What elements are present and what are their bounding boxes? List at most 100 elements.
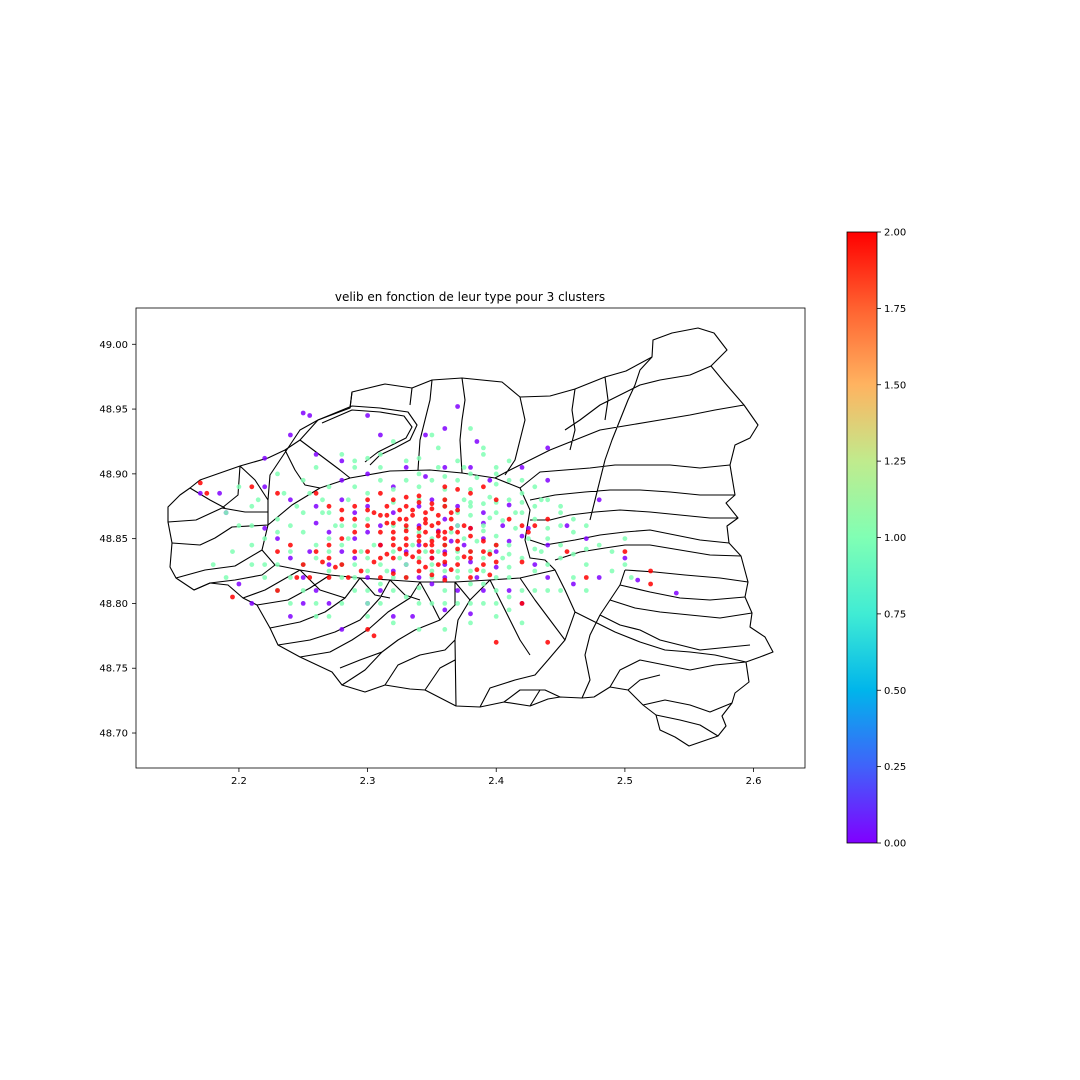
scatter-point-cluster-1 <box>468 487 473 492</box>
scatter-point-cluster-1 <box>468 471 473 477</box>
scatter-point-cluster-2 <box>455 529 460 535</box>
scatter-point-cluster-0 <box>461 542 467 548</box>
scatter-point-cluster-2 <box>403 503 409 509</box>
scatter-point-cluster-0 <box>545 477 551 483</box>
scatter-point-cluster-1 <box>442 601 448 606</box>
scatter-point-cluster-2 <box>455 487 460 492</box>
scatter-point-cluster-1 <box>313 465 319 470</box>
scatter-point-cluster-1 <box>378 601 383 606</box>
scatter-point-cluster-0 <box>288 614 293 619</box>
scatter-point-cluster-1 <box>442 627 448 632</box>
scatter-point-cluster-1 <box>519 620 525 626</box>
scatter-point-cluster-1 <box>571 529 576 535</box>
scatter-point-cluster-1 <box>423 549 428 554</box>
scatter-point-cluster-1 <box>365 568 370 574</box>
scatter-point-cluster-1 <box>519 555 525 561</box>
scatter-point-cluster-1 <box>249 523 255 529</box>
scatter-point-cluster-1 <box>487 494 493 500</box>
scatter-point-cluster-1 <box>487 515 493 521</box>
scatter-point-cluster-2 <box>352 516 358 522</box>
scatter-point-cluster-0 <box>416 503 422 509</box>
scatter-point-cluster-2 <box>403 528 409 534</box>
scatter-point-cluster-2 <box>519 601 525 606</box>
scatter-point-cluster-2 <box>403 494 409 500</box>
scatter-point-cluster-0 <box>526 525 531 531</box>
scatter-point-cluster-1 <box>300 477 306 483</box>
scatter-point-cluster-2 <box>390 497 396 503</box>
scatter-point-cluster-1 <box>622 536 628 541</box>
scatter-point-cluster-2 <box>339 516 345 522</box>
scatter-points <box>197 404 679 645</box>
scatter-point-cluster-1 <box>519 588 525 593</box>
scatter-point-cluster-2 <box>371 559 377 565</box>
scatter-point-cluster-0 <box>423 474 428 479</box>
scatter-point-cluster-1 <box>358 549 364 554</box>
scatter-point-cluster-2 <box>519 559 525 565</box>
y-tick-label: 48.80 <box>99 599 128 610</box>
scatter-point-cluster-0 <box>300 601 306 606</box>
scatter-point-cluster-1 <box>506 607 512 613</box>
scatter-point-cluster-1 <box>223 510 229 516</box>
scatter-point-cluster-0 <box>365 471 370 477</box>
scatter-point-cluster-2 <box>481 538 486 544</box>
scatter-point-cluster-2 <box>461 554 467 560</box>
colorbar-tick-label: 1.75 <box>884 304 906 315</box>
scatter-point-cluster-1 <box>352 484 358 490</box>
scatter-point-cluster-1 <box>493 575 499 580</box>
scatter-point-cluster-2 <box>526 529 531 535</box>
colorbar-tick-label: 0.00 <box>884 839 906 850</box>
scatter-point-cluster-0 <box>455 404 460 409</box>
scatter-point-cluster-1 <box>403 458 409 464</box>
scatter-point-cluster-2 <box>390 529 396 535</box>
scatter-point-cluster-0 <box>300 410 306 416</box>
scatter-point-cluster-2 <box>378 575 383 580</box>
scatter-point-cluster-1 <box>519 500 525 505</box>
scatter-point-cluster-1 <box>468 568 473 574</box>
scatter-point-cluster-1 <box>532 503 538 509</box>
scatter-point-cluster-1 <box>262 536 268 541</box>
scatter-point-cluster-2 <box>442 551 448 557</box>
scatter-point-cluster-2 <box>403 523 409 529</box>
scatter-point-cluster-1 <box>326 614 332 619</box>
scatter-point-cluster-1 <box>493 533 499 539</box>
scatter-point-cluster-1 <box>455 523 460 529</box>
scatter-point-cluster-2 <box>648 581 653 587</box>
scatter-point-cluster-2 <box>397 546 403 552</box>
scatter-point-cluster-0 <box>635 577 641 583</box>
scatter-point-cluster-2 <box>423 520 428 526</box>
scatter-point-cluster-1 <box>236 484 242 490</box>
scatter-point-cluster-2 <box>390 555 396 561</box>
scatter-point-cluster-1 <box>500 555 506 561</box>
scatter-point-cluster-1 <box>429 562 435 567</box>
scatter-point-cluster-1 <box>339 523 345 529</box>
scatter-point-cluster-0 <box>416 542 422 548</box>
scatter-point-cluster-0 <box>416 575 422 580</box>
scatter-point-cluster-1 <box>352 465 358 470</box>
scatter-point-cluster-1 <box>609 568 615 574</box>
scatter-point-cluster-0 <box>307 549 313 554</box>
plot-area: 2.2 2.3 2.4 2.5 2.6 48.70 48.75 48.80 48.85 48.9… <box>99 307 806 787</box>
scatter-point-cluster-1 <box>313 555 319 561</box>
scatter-point-cluster-0 <box>197 490 203 496</box>
scatter-point-cluster-1 <box>493 601 499 606</box>
colorbar-gradient <box>846 231 878 844</box>
scatter-point-cluster-2 <box>487 551 493 557</box>
scatter-point-cluster-1 <box>481 555 486 561</box>
internal-boundaries <box>167 356 753 737</box>
scatter-point-cluster-2 <box>300 562 306 567</box>
scatter-point-cluster-0 <box>448 538 454 544</box>
scatter-point-cluster-2 <box>468 490 473 496</box>
scatter-point-cluster-2 <box>545 516 551 522</box>
scatter-point-cluster-1 <box>378 465 383 470</box>
scatter-point-cluster-1 <box>326 549 332 554</box>
scatter-point-cluster-1 <box>468 503 473 509</box>
scatter-point-cluster-0 <box>339 627 345 632</box>
scatter-point-cluster-0 <box>481 510 486 516</box>
scatter-point-cluster-1 <box>519 490 525 496</box>
scatter-point-cluster-2 <box>403 551 409 557</box>
scatter-point-cluster-0 <box>500 523 506 529</box>
scatter-point-cluster-1 <box>493 471 499 477</box>
scatter-point-cluster-1 <box>300 529 306 535</box>
scatter-point-cluster-1 <box>545 562 551 567</box>
